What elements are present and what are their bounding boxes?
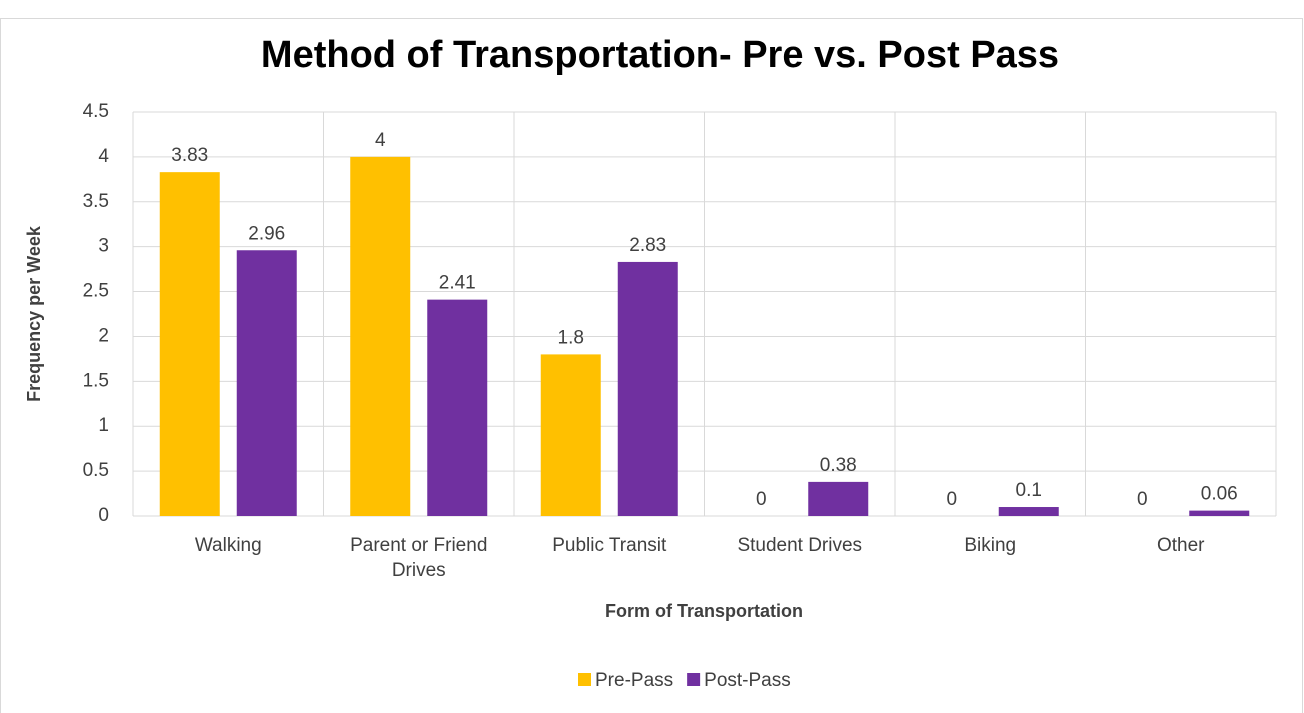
data-label: 2.96 [248, 223, 285, 244]
data-label: 0 [1137, 489, 1148, 510]
data-label: 2.41 [439, 273, 476, 294]
data-label: 0 [756, 489, 767, 510]
data-label: 0.38 [820, 455, 857, 476]
data-label: 0.1 [1016, 480, 1042, 501]
y-tick-label: 1.5 [83, 370, 109, 391]
data-label: 0.06 [1201, 484, 1238, 505]
chart-title: Method of Transportation- Pre vs. Post P… [261, 34, 1059, 76]
bar [350, 156, 411, 516]
x-tick-label: Biking [964, 535, 1016, 556]
data-label: 1.8 [558, 327, 584, 348]
legend-swatch [687, 673, 701, 686]
bar [540, 354, 601, 516]
y-tick-label: 2 [98, 325, 109, 346]
legend-label: Pre-Pass [595, 670, 673, 691]
y-tick-label: 0 [98, 505, 109, 526]
bar [427, 299, 488, 516]
x-tick-label: Other [1157, 535, 1205, 556]
x-axis-title: Form of Transportation [605, 601, 803, 621]
x-tick-label: Public Transit [552, 535, 667, 556]
x-tick-label: Walking [195, 535, 262, 556]
bar [159, 172, 220, 516]
data-label: 4 [375, 130, 386, 151]
bar [236, 250, 297, 516]
bar [1189, 510, 1250, 516]
bar [808, 481, 869, 516]
x-tick-label: Student Drives [737, 535, 862, 556]
data-label: 2.83 [629, 235, 666, 256]
data-label: 0 [946, 489, 957, 510]
x-tick-label: Parent or Friend Drives [350, 535, 487, 581]
legend-label: Post-Pass [704, 670, 791, 691]
y-tick-label: 3.5 [83, 191, 109, 212]
y-tick-label: 0.5 [83, 460, 109, 481]
y-axis-title: Frequency per Week [24, 225, 44, 402]
bar [617, 261, 678, 516]
y-tick-label: 2.5 [83, 281, 109, 302]
legend-swatch [578, 673, 591, 686]
y-tick-label: 4 [98, 146, 109, 167]
y-tick-label: 4.5 [83, 101, 109, 122]
bar [998, 507, 1059, 516]
y-tick-label: 3 [98, 236, 109, 257]
data-label: 3.83 [171, 145, 208, 166]
y-tick-label: 1 [98, 415, 109, 436]
